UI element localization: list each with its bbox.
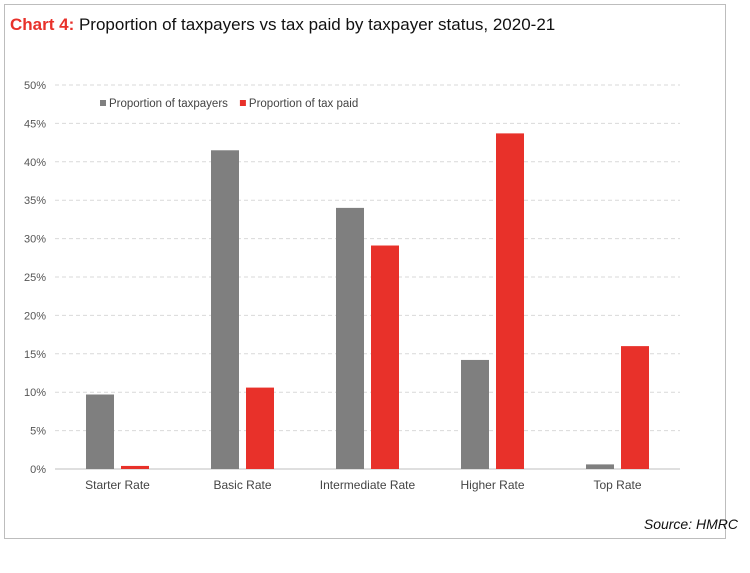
legend-swatch (100, 100, 106, 106)
x-tick-label: Basic Rate (213, 478, 271, 492)
bar-tax-paid (371, 245, 399, 469)
y-tick-label: 45% (24, 118, 46, 130)
bar-tax-paid (621, 346, 649, 469)
x-tick-label: Intermediate Rate (320, 478, 416, 492)
legend-label: Proportion of taxpayers (109, 98, 228, 110)
y-tick-label: 10% (24, 387, 46, 399)
bar-taxpayers (211, 150, 239, 469)
bar-taxpayers (461, 359, 489, 469)
y-tick-label: 15% (24, 349, 46, 361)
x-tick-label: Top Rate (593, 478, 641, 492)
chart-title-prefix: Chart 4: (10, 15, 75, 34)
bar-tax-paid (246, 387, 274, 469)
legend-swatch (239, 100, 246, 106)
y-tick-label: 5% (30, 426, 46, 438)
y-tick-label: 0% (30, 464, 46, 476)
bar-taxpayers (586, 464, 614, 469)
bar-tax-paid (496, 133, 524, 469)
y-tick-label: 20% (24, 310, 46, 322)
y-tick-label: 50% (24, 80, 46, 92)
chart-frame (4, 4, 726, 539)
bar-taxpayers (336, 207, 364, 469)
y-tick-label: 40% (24, 157, 46, 169)
y-tick-label: 30% (24, 234, 46, 246)
chart-title: Chart 4: Proportion of taxpayers vs tax … (10, 15, 555, 35)
x-tick-label: Starter Rate (85, 478, 150, 492)
y-tick-label: 25% (24, 272, 46, 284)
y-tick-label: 35% (24, 195, 46, 207)
legend-label: Proportion of tax paid (249, 98, 358, 110)
bar-tax-paid (121, 465, 149, 469)
x-tick-label: Higher Rate (460, 478, 524, 492)
source-note: Source: HMRC (643, 516, 738, 532)
chart-title-text: Proportion of taxpayers vs tax paid by t… (78, 15, 556, 34)
bar-taxpayers (86, 394, 114, 469)
